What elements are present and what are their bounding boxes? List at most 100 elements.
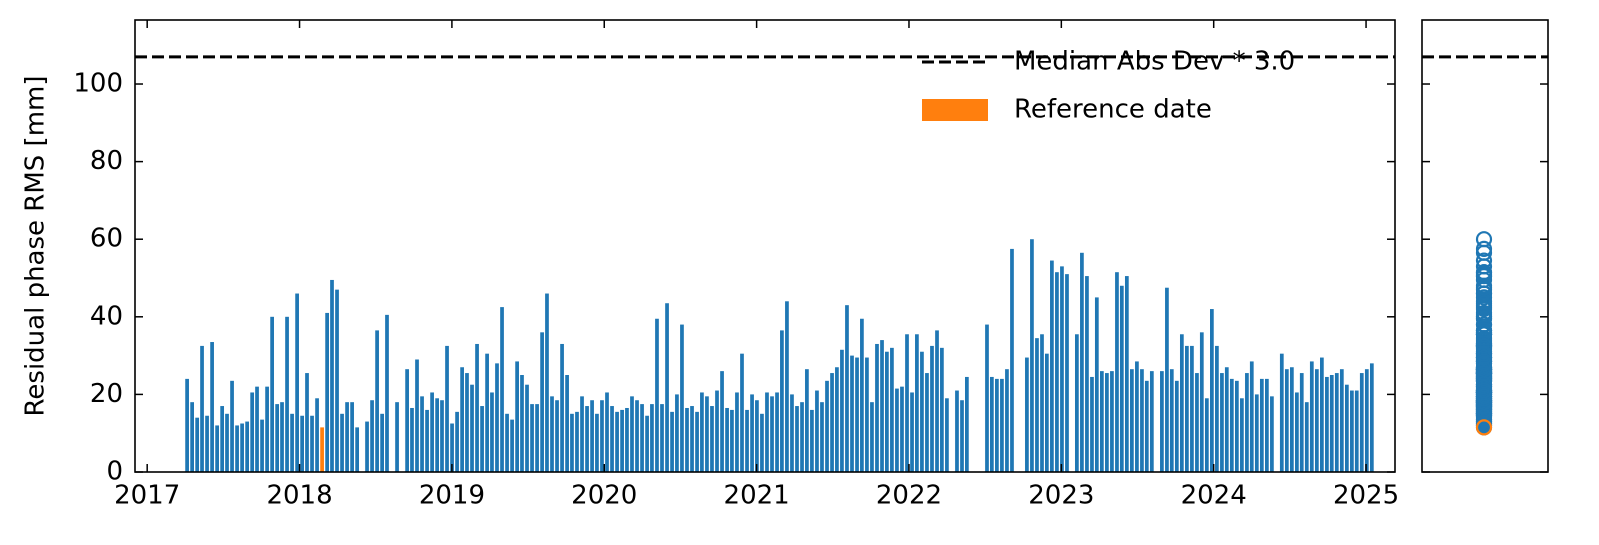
bar	[500, 307, 504, 472]
bar	[850, 355, 854, 472]
bar	[1124, 276, 1129, 472]
bar	[480, 406, 484, 472]
bar	[1289, 367, 1294, 472]
bar	[1085, 276, 1089, 472]
bar	[550, 396, 554, 472]
scatter-point	[1475, 289, 1493, 306]
bar	[740, 353, 744, 472]
bar	[655, 318, 659, 472]
bar	[1000, 378, 1004, 472]
bar	[1240, 398, 1244, 472]
bar	[705, 396, 709, 472]
bar	[1010, 248, 1014, 472]
bar	[220, 406, 225, 472]
bar	[1190, 345, 1194, 472]
bar	[825, 380, 829, 472]
bar	[1090, 376, 1094, 472]
bar	[520, 375, 524, 472]
bar	[820, 402, 824, 472]
bar	[625, 407, 629, 472]
bar	[355, 427, 360, 472]
y-tick-label: 40	[90, 301, 123, 331]
bar	[1075, 334, 1079, 472]
x-tick-label: 2019	[419, 481, 485, 511]
legend-label: Reference date	[1014, 95, 1212, 125]
bar	[235, 425, 239, 472]
bar	[730, 409, 734, 472]
bar	[300, 415, 305, 472]
bar	[1259, 378, 1264, 472]
bar	[720, 371, 724, 472]
bar	[265, 386, 269, 472]
bar	[680, 324, 684, 472]
bar	[470, 384, 474, 472]
bar	[645, 415, 649, 472]
bar	[1149, 371, 1154, 472]
bar	[1179, 334, 1184, 472]
bar	[765, 392, 769, 472]
bar	[250, 392, 255, 472]
bar	[305, 373, 309, 472]
bar	[580, 396, 584, 472]
bar	[490, 392, 494, 472]
bar	[750, 394, 754, 472]
x-tick-label: 2022	[876, 481, 942, 511]
bar	[695, 411, 699, 472]
bar	[320, 427, 324, 472]
scatter-point	[1475, 394, 1493, 411]
bar	[885, 351, 889, 472]
bar	[700, 392, 704, 472]
scatter-point	[1475, 244, 1493, 261]
bar	[800, 402, 804, 472]
bar	[1135, 361, 1139, 472]
bar	[295, 293, 299, 472]
bar	[1350, 390, 1354, 472]
bar	[385, 314, 389, 472]
bar	[795, 406, 799, 472]
bar	[440, 400, 444, 472]
bar	[1364, 369, 1369, 472]
bar	[635, 400, 639, 472]
bar	[915, 334, 919, 472]
bar	[505, 413, 509, 472]
bar	[1299, 373, 1304, 472]
bar	[1265, 378, 1269, 472]
bar	[1320, 357, 1324, 472]
x-tick-label: 2017	[114, 481, 180, 511]
y-tick-label: 60	[90, 224, 123, 254]
bar	[810, 409, 814, 472]
bar	[325, 312, 329, 472]
bar	[1174, 380, 1179, 472]
bar	[430, 392, 434, 472]
bar	[1220, 373, 1224, 472]
bar	[760, 413, 764, 472]
bar	[1295, 392, 1299, 472]
bar	[1030, 239, 1034, 472]
bar	[1025, 357, 1029, 472]
bar	[1040, 334, 1044, 472]
bar	[1094, 297, 1099, 472]
bar	[375, 330, 379, 472]
bar	[1329, 375, 1334, 472]
bar	[1254, 394, 1259, 472]
bar	[330, 279, 334, 472]
bar	[600, 400, 604, 472]
y-tick-label: 100	[73, 69, 123, 99]
bar	[1249, 361, 1254, 472]
bar	[1035, 338, 1039, 472]
bar	[410, 407, 414, 472]
bar	[875, 343, 879, 472]
bar	[715, 390, 719, 472]
bar	[1044, 353, 1049, 472]
bar	[405, 369, 409, 472]
bar	[270, 316, 274, 472]
bar	[870, 402, 874, 472]
bar	[1234, 380, 1239, 472]
bar	[1105, 373, 1109, 472]
bar	[445, 345, 449, 472]
bar	[830, 373, 834, 472]
bar	[190, 402, 195, 472]
bar	[1204, 398, 1209, 472]
bar	[710, 406, 714, 472]
bar	[955, 390, 959, 472]
